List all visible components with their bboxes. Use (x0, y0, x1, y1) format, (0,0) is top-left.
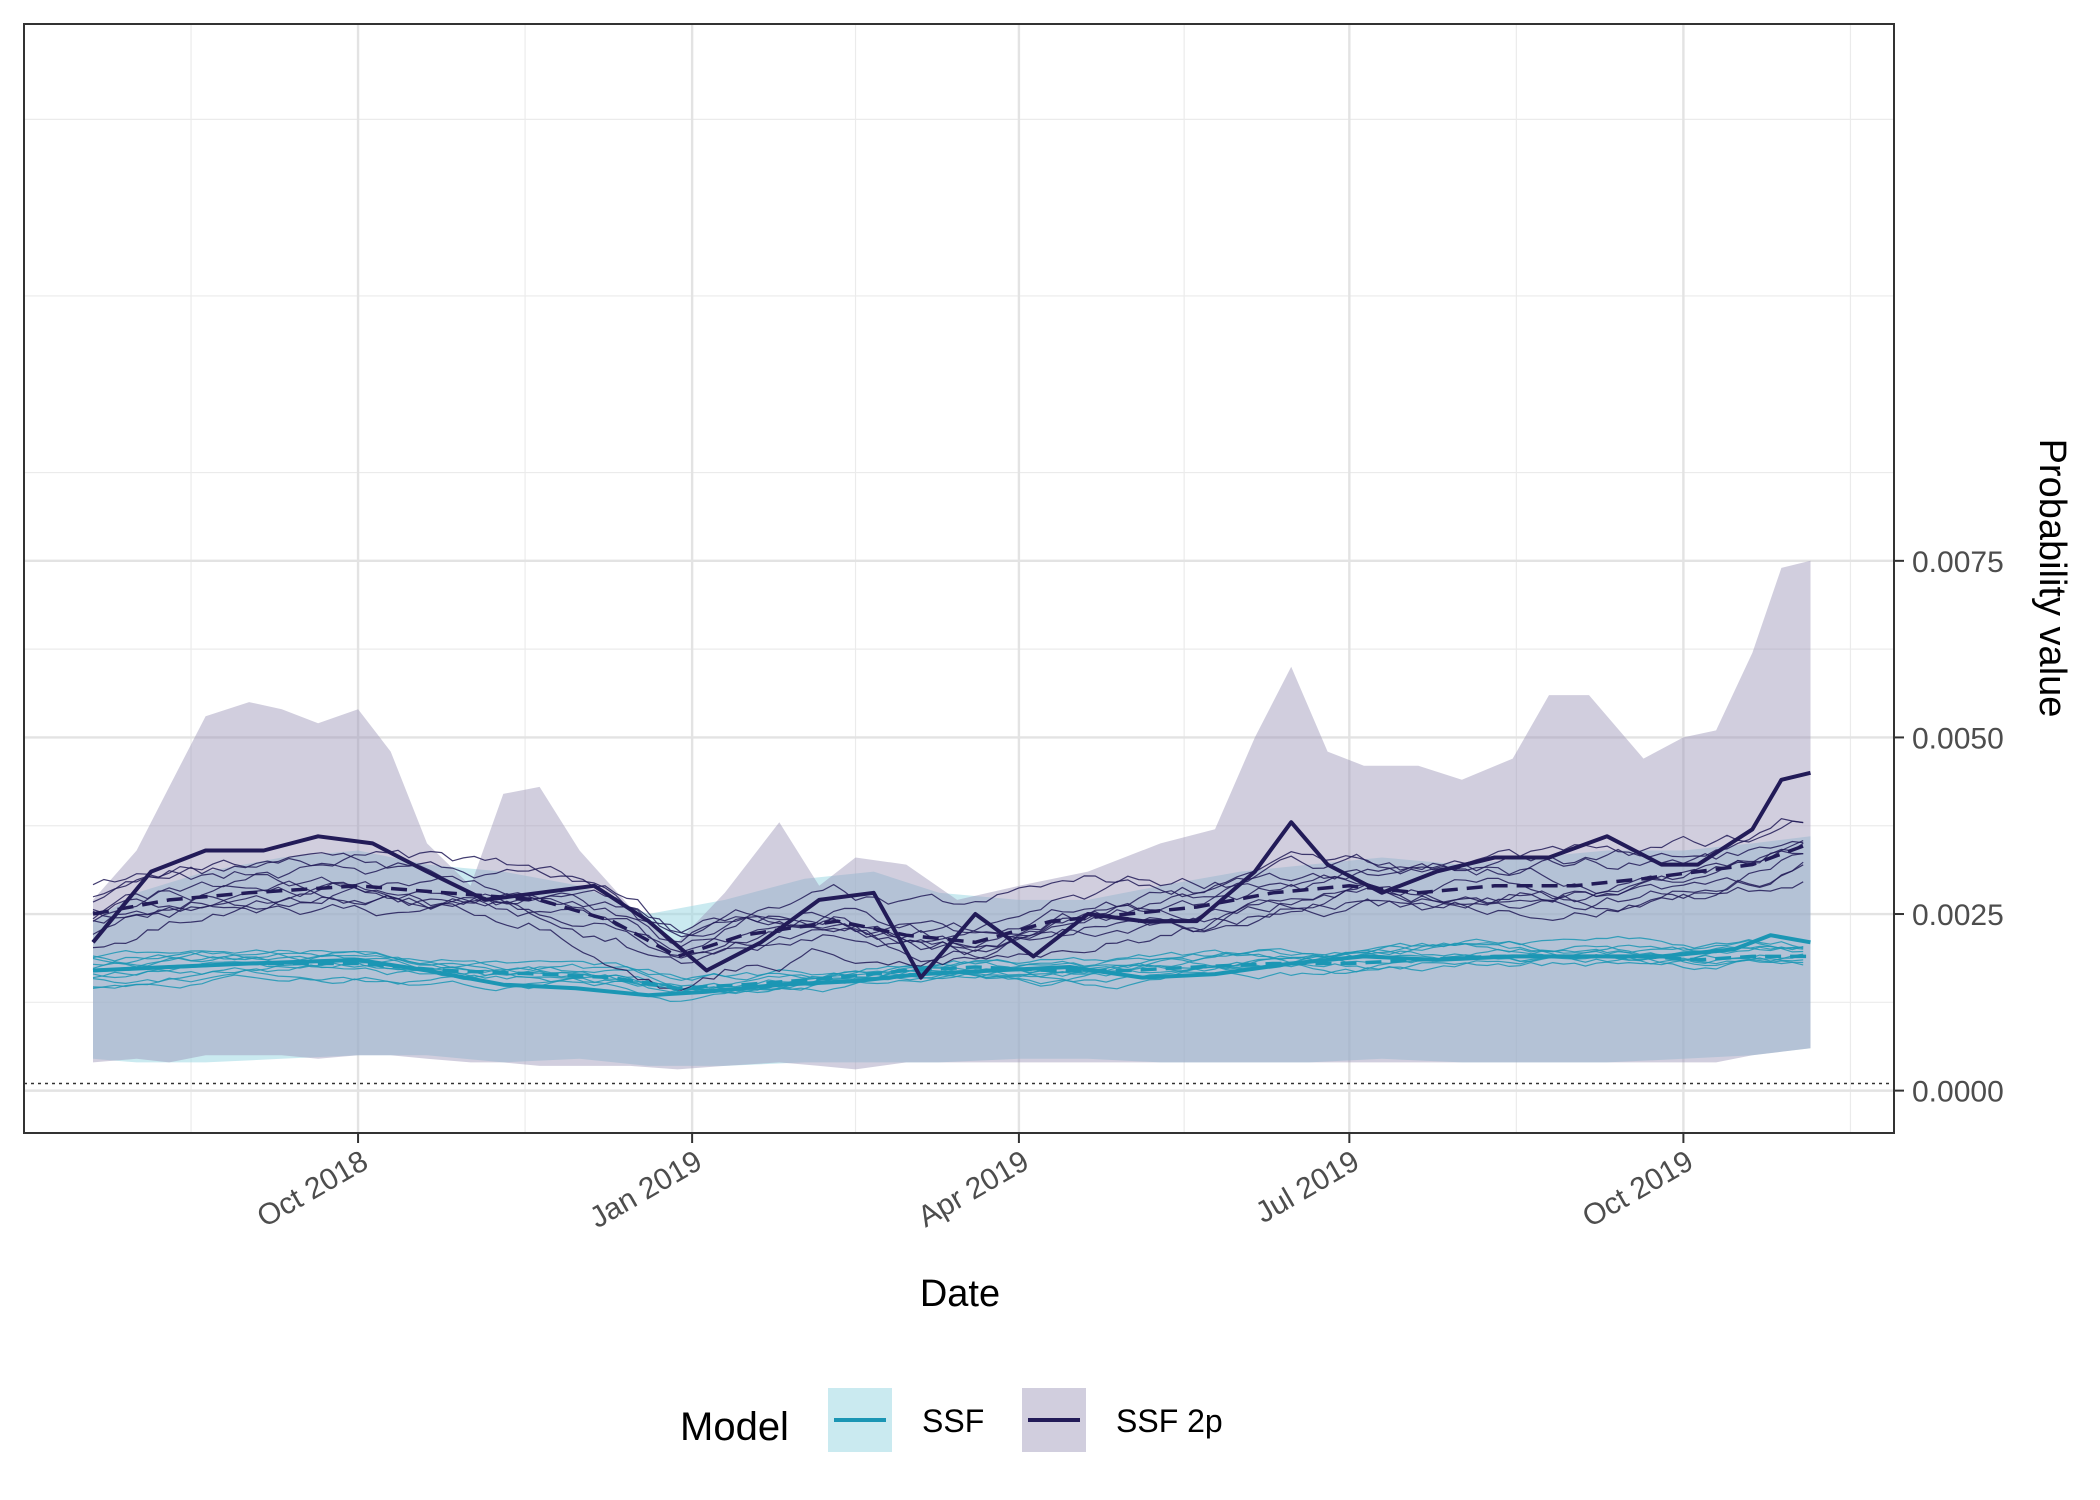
x-tick-label: Oct 2018 (252, 1144, 374, 1233)
median-line-ssf-2p (92, 841, 1812, 959)
legend-title: Model (680, 1405, 789, 1449)
x-tick-label: Jul 2019 (1250, 1144, 1365, 1229)
legend-label-ssf2p: SSF 2p (1116, 1403, 1223, 1439)
y-tick-label: 0.0025 (1912, 899, 2004, 932)
sample-line-ssf (92, 945, 1804, 994)
band-ssf-2p (93, 560, 1811, 1070)
y-tick-label: 0.0000 (1912, 1076, 2004, 1109)
legend: Model SSF SSF 2p (680, 1388, 1223, 1452)
observed-line-ssf (92, 933, 1811, 998)
sample-line-ssf-2p (92, 850, 1804, 991)
y-tick-label: 0.0050 (1912, 722, 2004, 755)
x-tick-label: Apr 2019 (912, 1144, 1034, 1233)
sample-line-ssf-2p (92, 842, 1804, 959)
sample-line-ssf-2p (92, 864, 1804, 963)
plot-border (23, 23, 1895, 1134)
sample-line-ssf-2p (92, 820, 1804, 937)
y-axis: 0.0000 0.0025 0.0050 0.0075 (1894, 546, 2004, 1109)
observed-lines (91, 770, 1811, 998)
sample-line-ssf (92, 940, 1804, 991)
x-axis-title: Date (920, 1273, 1000, 1315)
x-tick-label: Oct 2019 (1577, 1144, 1699, 1233)
legend-label-ssf: SSF (922, 1403, 984, 1439)
y-tick-label: 0.0075 (1912, 546, 2004, 579)
x-tick-label: Jan 2019 (584, 1144, 707, 1234)
sample-line-ssf (92, 949, 1804, 995)
observed-line-ssf-2p (91, 770, 1811, 980)
x-axis: Oct 2018 Jan 2019 Apr 2019 Jul 2019 Oct 2019 (252, 1133, 1699, 1235)
y-axis-title: Probability value (2031, 439, 2073, 718)
